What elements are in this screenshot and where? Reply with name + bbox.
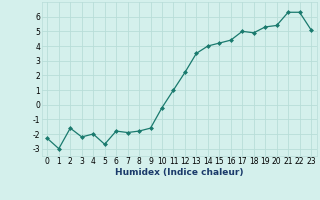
X-axis label: Humidex (Indice chaleur): Humidex (Indice chaleur) xyxy=(115,168,244,177)
